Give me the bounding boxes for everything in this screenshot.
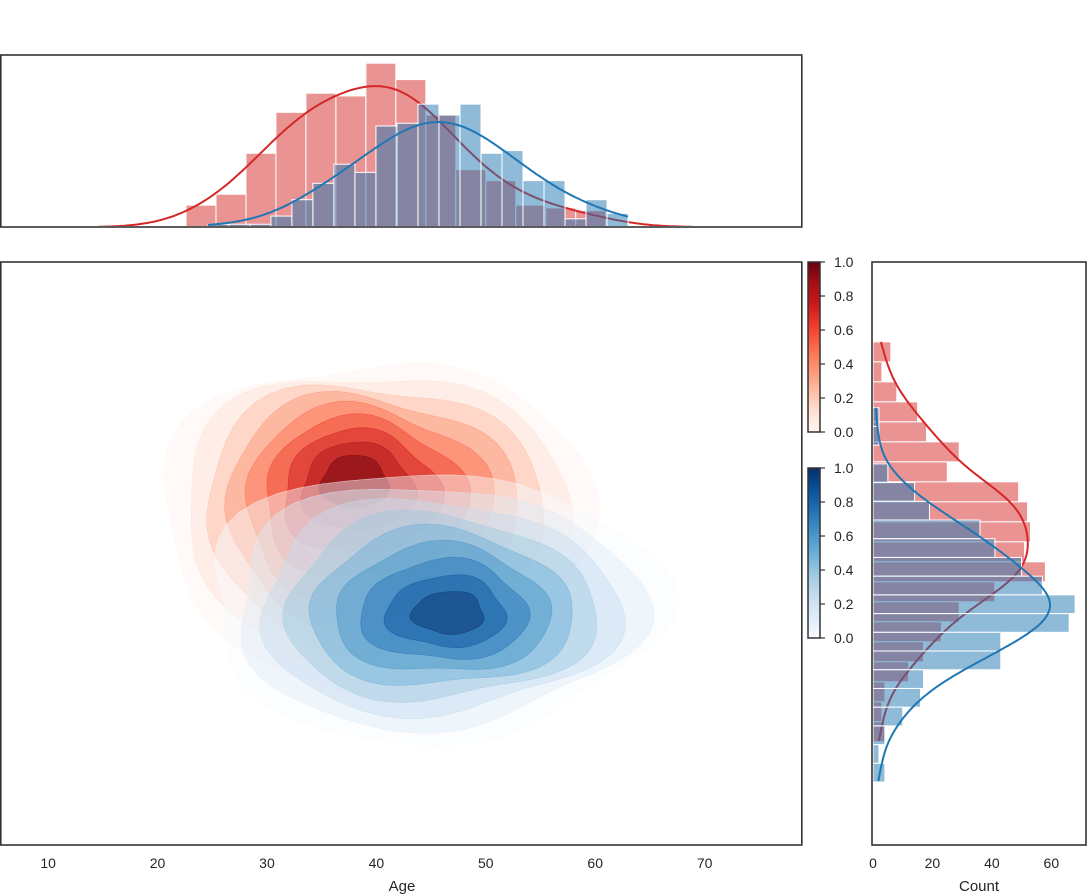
top-bar-blue [354,171,377,226]
top-bar-blue [522,180,545,226]
kde-contour-blue-level-4 [308,523,573,686]
right-bar-blue [873,594,1076,615]
top-bar-blue [564,218,587,226]
colorbar-tick-label: 0.2 [834,390,854,406]
colorbar-blues [807,467,821,639]
main-plot-frame [0,261,803,846]
colorbar-tick-label: 0.6 [834,322,854,338]
kde-contour-blue-level-1 [240,488,655,734]
count-tick-label: 60 [1044,855,1060,871]
right-bar-blue [873,556,1023,577]
top-bar-blue [291,199,314,226]
x-tick-label: 30 [259,855,275,871]
kde-contour-red-level-8 [318,455,390,509]
right-bar-blue [873,725,886,746]
right-bar-red [873,381,898,403]
x-axis-label: Age [389,878,416,895]
x-tick-label: 70 [697,855,713,871]
colorbar-tick-label: 0.6 [834,528,854,544]
kde-contour-red-level-0 [163,362,601,705]
kde-contour-blue-level-7 [383,574,508,649]
right-bar-blue [873,631,1002,652]
kde-contour-blue-level-8 [409,591,485,635]
kde-contour-red-level-4 [244,400,495,603]
colorbar-tick-label: 0.2 [834,596,854,612]
x-tick-label: 10 [40,855,56,871]
right-bar-blue [873,538,996,558]
x-tick-label: 60 [587,855,603,871]
x-tick-labels: 10 20 30 40 50 60 70 [40,855,712,871]
kde-contour-red-level-2 [206,384,545,658]
kde-contour-red-level-5 [266,413,471,576]
kde-contour-red-level-7 [300,441,418,531]
right-bar-blue [873,519,981,540]
colorbar-tick-label: 0.4 [834,562,854,578]
colorbar-tick-label: 0.0 [834,630,854,646]
kde-contour-blue-level-6 [360,556,531,660]
colorbar-tick-label: 1.0 [834,254,854,270]
right-kde-line-blue [874,407,1051,782]
x-tick-label: 40 [369,855,385,871]
count-tick-label: 40 [984,855,1000,871]
top-marginal-frame [0,54,803,228]
right-marginal-histogram [873,341,1076,783]
colorbars: 0.0 0.2 0.4 0.6 0.8 1.0 0.0 0.2 0.4 0.6 0.8 1.0 [807,254,854,646]
count-tick-label: 20 [925,855,941,871]
x-tick-label: 20 [150,855,166,871]
right-bar-blue [873,669,925,689]
colorbar-tick-label: 0.4 [834,356,854,372]
count-tick-labels: 0 20 40 60 [869,855,1059,871]
top-kde-line-blue [207,120,629,226]
top-bar-blue [396,122,419,226]
top-bar-blue [312,182,335,226]
top-marginal-histogram [98,62,693,226]
kde-contour-blue-level-2 [259,498,626,720]
top-bar-blue [543,180,566,226]
right-bar-blue [873,500,930,521]
right-marginal-frame [871,261,1087,846]
top-bar-blue [480,152,503,226]
colorbar-reds [807,261,821,433]
colorbar-tick-label: 1.0 [834,460,854,476]
right-bar-blue [873,575,1043,596]
kde-contour-red-level-1 [190,380,574,683]
colorbar-tick-label: 0.8 [834,288,854,304]
colorbar-tick-label: 0.8 [834,494,854,510]
x-tick-label: 50 [478,855,494,871]
right-bar-blue [873,650,1002,671]
right-bar-blue [873,463,889,484]
count-tick-label: 0 [869,855,877,871]
main-kde-contours [163,362,680,746]
colorbar-tick-label: 0.0 [834,424,854,440]
top-bar-blue [438,114,461,226]
right-bar-red [873,361,883,383]
top-bar-blue [459,103,482,226]
top-bar-blue [270,215,293,226]
right-bar-red [873,421,927,443]
kde-contour-red-level-3 [224,391,518,631]
right-bar-blue [873,687,922,708]
right-bar-blue [873,744,880,764]
kde-contour-blue-level-3 [282,509,598,703]
kde-contour-blue-level-5 [336,539,553,670]
count-axis-label: Count [959,878,1000,895]
right-bar-blue [873,706,904,727]
